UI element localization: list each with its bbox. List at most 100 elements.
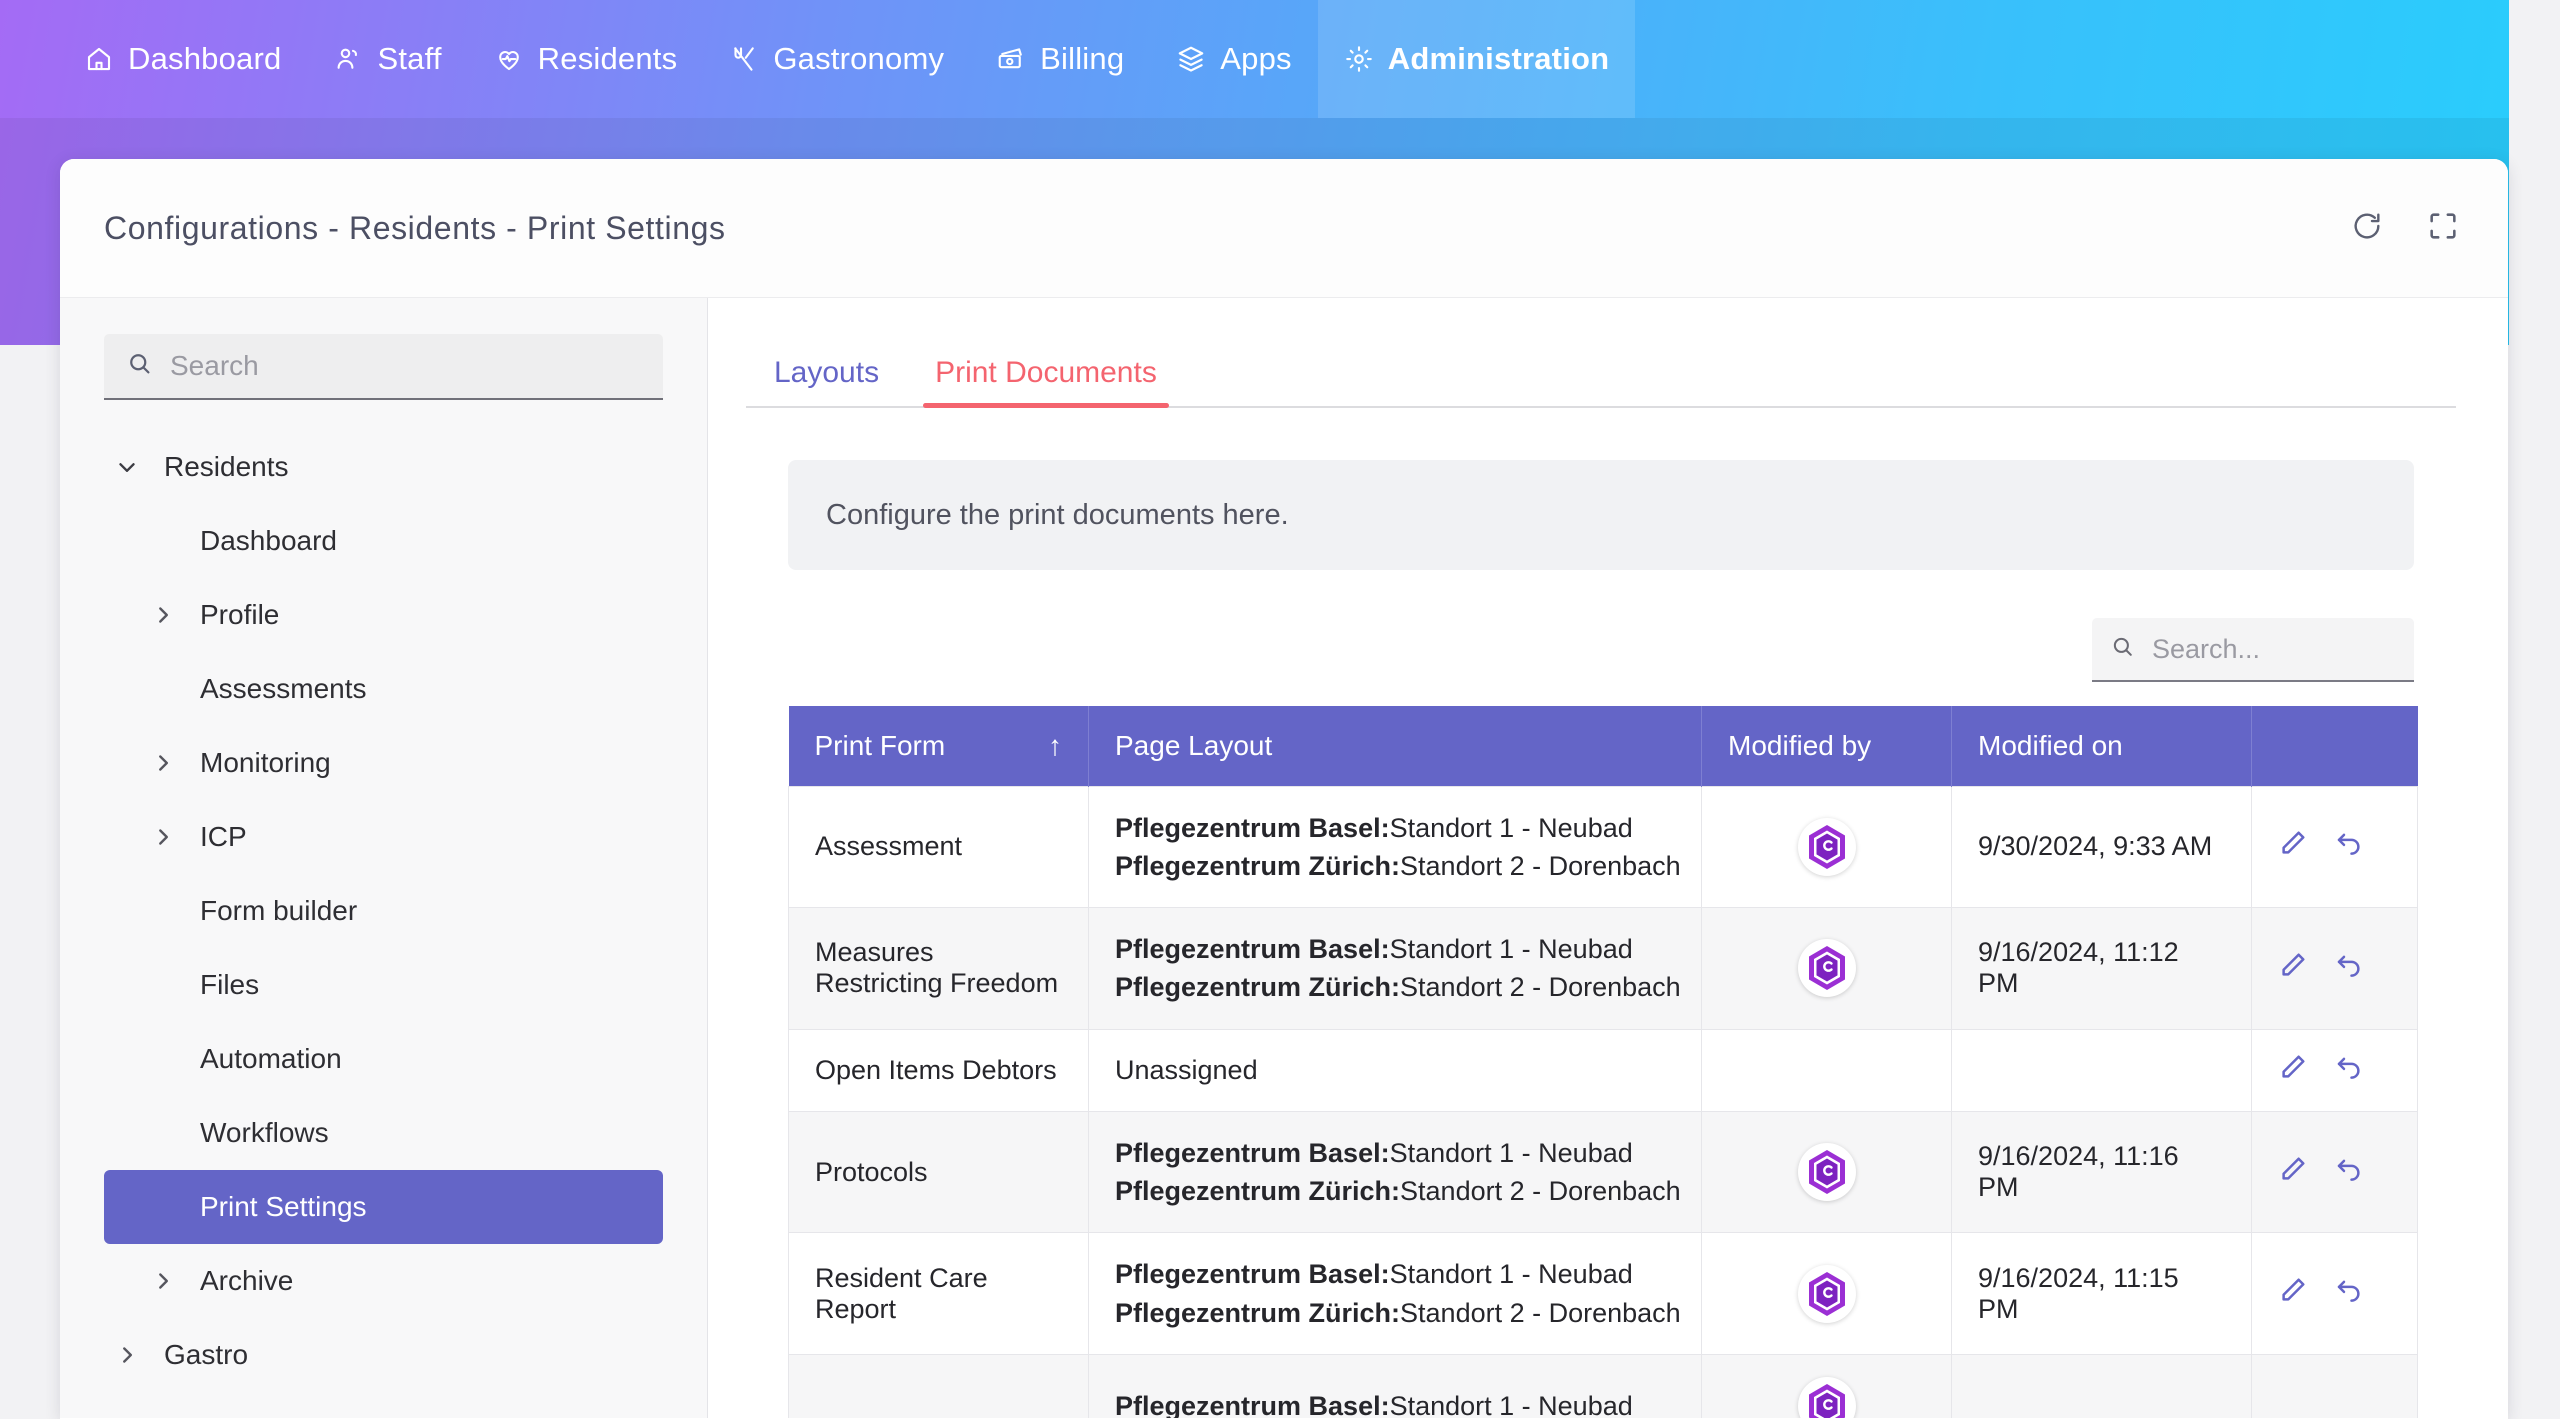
sidebar-item-print-settings[interactable]: Print Settings	[104, 1170, 663, 1244]
refresh-icon[interactable]	[2350, 209, 2384, 248]
cell-modified-on: 9/16/2024, 11:15 PM	[1951, 1232, 2252, 1356]
layout-location: Standort 1 - Neubad	[1389, 1390, 1633, 1418]
column-header-modified-by[interactable]: Modified by	[1701, 706, 1952, 786]
reset-icon[interactable]	[2334, 950, 2364, 987]
sidebar-item-residents[interactable]: Residents	[104, 430, 663, 504]
cell-modified-by	[1701, 1354, 1952, 1418]
nav-label: Staff	[377, 41, 442, 76]
sidebar-item-label: Monitoring	[200, 747, 331, 778]
chevron-down-icon[interactable]	[114, 454, 160, 480]
sidebar-item-dashboard[interactable]: Dashboard	[104, 504, 663, 578]
sidebar-item-icp[interactable]: ICP	[104, 800, 663, 874]
sidebar-item-workflows[interactable]: Workflows	[104, 1096, 663, 1170]
cell-page-layout: Pflegezentrum Basel:Standort 1 - Neubad …	[1088, 1110, 1702, 1234]
chevron-right-icon[interactable]	[114, 1342, 160, 1368]
sort-asc-icon[interactable]: ↑	[1048, 729, 1062, 761]
sidebar-search[interactable]: Search	[104, 334, 663, 400]
edit-icon[interactable]	[2278, 950, 2308, 987]
card-body: Search Residents Dashboard Profile	[60, 298, 2508, 1418]
sidebar-item-archive[interactable]: Archive	[104, 1244, 663, 1318]
cell-page-layout: Pflegezentrum Basel:Standort 1 - Neubad …	[1088, 785, 1702, 909]
layout-location: Standort 2 - Dorenbach	[1400, 1176, 1681, 1207]
table-header-row: Print Form ↑ Page Layout Modified by Mod…	[788, 706, 2418, 786]
chevron-right-icon[interactable]	[150, 1268, 196, 1294]
avatar	[1797, 817, 1856, 876]
sidebar-item-monitoring[interactable]: Monitoring	[104, 726, 663, 800]
layout-home: Pflegezentrum Zürich:	[1115, 972, 1401, 1003]
avatar	[1797, 1143, 1856, 1202]
cell-modified-by	[1701, 785, 1952, 909]
layout-home: Pflegezentrum Basel:	[1115, 934, 1390, 965]
chevron-right-icon[interactable]	[150, 824, 196, 850]
sidebar-item-label: Form builder	[200, 895, 358, 926]
sidebar-item-files[interactable]: Files	[104, 948, 663, 1022]
sidebar-item-form-builder[interactable]: Form builder	[104, 874, 663, 948]
cell-print-form	[788, 1354, 1089, 1418]
fullscreen-icon[interactable]	[2426, 209, 2460, 248]
table-row[interactable]: Protocols Pflegezentrum Basel:Standort 1…	[788, 1110, 2418, 1234]
avatar	[1797, 1264, 1856, 1323]
cell-actions	[2251, 907, 2418, 1030]
table-row[interactable]: Assessment Pflegezentrum Basel:Standort …	[788, 785, 2418, 909]
tab-layouts[interactable]: Layouts	[774, 356, 880, 389]
reset-icon[interactable]	[2334, 1052, 2364, 1089]
edit-icon[interactable]	[2278, 1052, 2308, 1089]
sidebar-search-placeholder: Search	[170, 350, 259, 381]
reset-icon[interactable]	[2334, 828, 2364, 865]
chevron-right-icon[interactable]	[150, 602, 196, 628]
column-header-modified-on[interactable]: Modified on	[1951, 706, 2252, 786]
nav-item-billing[interactable]: Billing	[970, 0, 1150, 118]
sidebar-item-label: Profile	[200, 599, 280, 630]
cell-actions	[2251, 1354, 2418, 1418]
sidebar-tree: Residents Dashboard Profile Assessments	[104, 430, 663, 1392]
nav-item-residents[interactable]: Residents	[468, 0, 704, 118]
nav-item-apps[interactable]: Apps	[1150, 0, 1317, 118]
sidebar-item-label: Automation	[200, 1043, 342, 1074]
sidebar: Search Residents Dashboard Profile	[60, 298, 708, 1418]
main-card: Configurations - Residents - Print Setti…	[60, 159, 2508, 1419]
sidebar-item-automation[interactable]: Automation	[104, 1022, 663, 1096]
edit-icon[interactable]	[2278, 828, 2308, 865]
sidebar-item-gastro[interactable]: Gastro	[104, 1318, 663, 1392]
column-label: Print Form	[814, 729, 946, 761]
content-panel: Layouts Print Documents Configure the pr…	[708, 298, 2508, 1418]
edit-icon[interactable]	[2278, 1275, 2308, 1312]
table-row[interactable]: Resident Care Report Pflegezentrum Basel…	[788, 1232, 2418, 1356]
cell-actions	[2251, 785, 2418, 909]
nav-label: Gastronomy	[773, 41, 945, 76]
layout-home: Pflegezentrum Basel:	[1115, 1259, 1390, 1290]
cell-print-form: Resident Care Report	[788, 1232, 1089, 1356]
column-header-print-form[interactable]: Print Form ↑	[788, 706, 1089, 786]
heart-pulse-icon	[494, 44, 524, 74]
sidebar-item-profile[interactable]: Profile	[104, 578, 663, 652]
nav-item-dashboard[interactable]: Dashboard	[58, 0, 307, 118]
reset-icon[interactable]	[2334, 1275, 2364, 1312]
nav-item-gastronomy[interactable]: Gastronomy	[703, 0, 970, 118]
sidebar-item-assessments[interactable]: Assessments	[104, 652, 663, 726]
cell-actions	[2251, 1232, 2418, 1356]
table-row[interactable]: Pflegezentrum Basel:Standort 1 - Neubad	[788, 1354, 2418, 1418]
info-banner: Configure the print documents here.	[788, 460, 2414, 570]
layout-location: Standort 1 - Neubad	[1389, 1259, 1633, 1290]
sidebar-item-label: ICP	[200, 821, 247, 852]
chevron-right-icon[interactable]	[150, 750, 196, 776]
table-search-input[interactable]: Search...	[2092, 618, 2414, 682]
tab-print-documents[interactable]: Print Documents	[907, 356, 1185, 408]
table-row[interactable]: Open Items Debtors Unassigned	[788, 1028, 2418, 1112]
column-header-page-layout[interactable]: Page Layout	[1088, 706, 1702, 786]
cell-page-layout: Pflegezentrum Basel:Standort 1 - Neubad	[1088, 1354, 1702, 1418]
nav-item-staff[interactable]: Staff	[307, 0, 467, 118]
sidebar-item-label: Residents	[164, 451, 289, 482]
sidebar-item-label: Print Settings	[200, 1191, 367, 1222]
nav-item-administration[interactable]: Administration	[1317, 0, 1636, 118]
reset-icon[interactable]	[2334, 1154, 2364, 1191]
header-actions	[2350, 209, 2460, 248]
nav-label: Apps	[1220, 41, 1292, 76]
people-icon	[333, 44, 363, 74]
search-icon	[126, 350, 154, 383]
cell-modified-on: 9/16/2024, 11:16 PM	[1951, 1110, 2252, 1234]
edit-icon[interactable]	[2278, 1154, 2308, 1191]
cell-page-layout: Pflegezentrum Basel:Standort 1 - Neubad …	[1088, 907, 1702, 1030]
table-row[interactable]: Measures Restricting Freedom Pflegezentr…	[788, 907, 2418, 1030]
layout-home: Pflegezentrum Zürich:	[1115, 1297, 1401, 1328]
